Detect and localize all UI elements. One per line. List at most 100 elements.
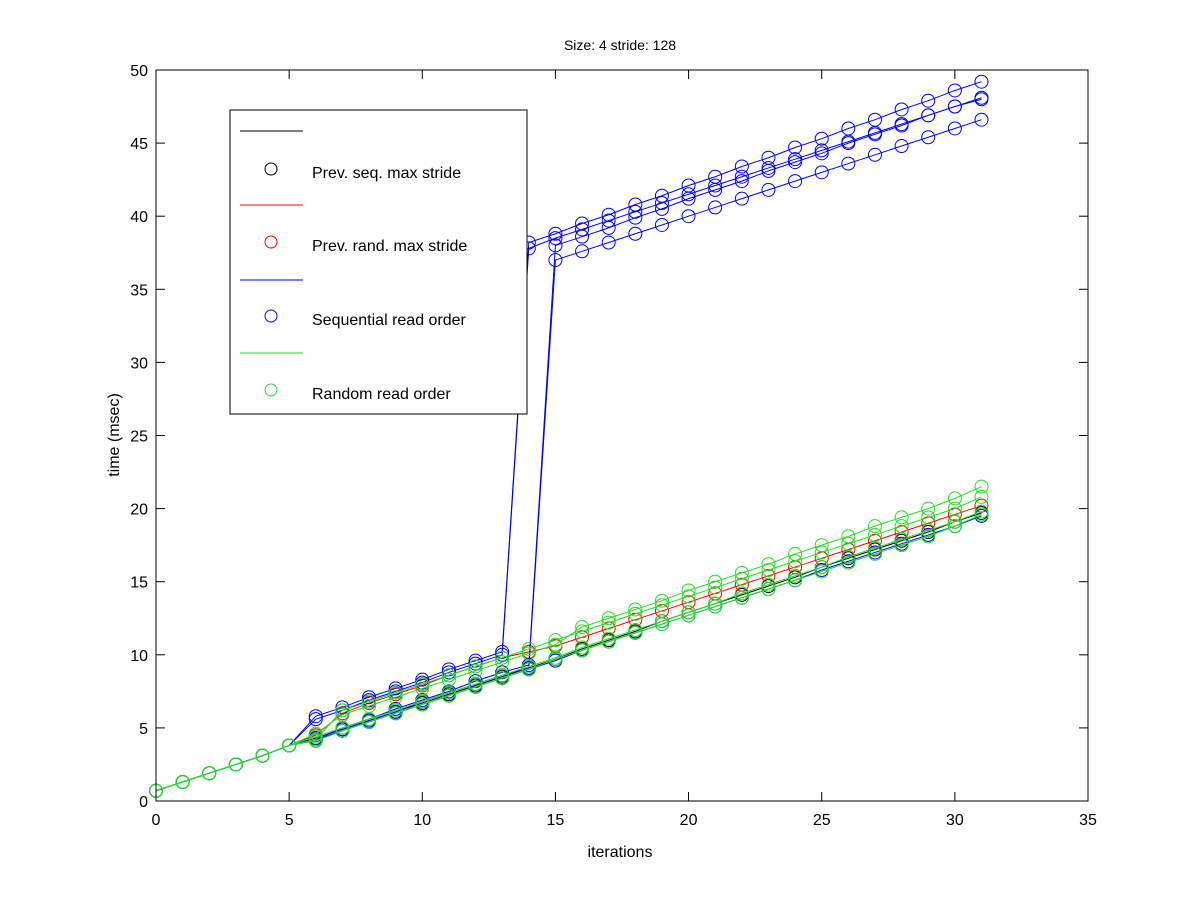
data-point <box>388 681 403 696</box>
data-point <box>175 774 190 789</box>
data-point <box>734 191 749 206</box>
data-point <box>974 479 989 494</box>
y-tick-label: 45 <box>130 136 148 153</box>
x-tick-label: 30 <box>946 812 964 829</box>
data-point <box>947 83 962 98</box>
data-point <box>734 565 749 580</box>
y-tick-label: 15 <box>130 575 148 592</box>
data-point <box>761 557 776 572</box>
data-point <box>947 507 962 522</box>
series-line <box>155 496 982 792</box>
x-tick-label: 15 <box>547 812 565 829</box>
data-point <box>628 204 643 219</box>
data-point <box>814 131 829 146</box>
legend-label: Random read order <box>312 386 451 403</box>
data-point <box>867 546 882 561</box>
data-point <box>974 112 989 127</box>
data-point <box>761 160 776 175</box>
data-point <box>575 620 590 635</box>
data-point <box>335 707 350 722</box>
data-point <box>548 637 563 652</box>
data-point <box>575 643 590 658</box>
data-point <box>654 598 669 613</box>
data-point <box>202 766 217 781</box>
data-point <box>841 555 856 570</box>
legend: Prev. seq. max stride Prev. rand. max str… <box>229 109 528 415</box>
data-point <box>654 196 669 211</box>
data-point <box>415 672 430 687</box>
y-axis-label: time (msec) <box>106 393 123 477</box>
data-point <box>495 665 510 680</box>
data-point <box>841 529 856 544</box>
axis-ticks: 0 5 10 15 20 25 30 35 0 5 10 15 20 25 30 35 40 45 50 <box>130 63 1097 829</box>
legend-label: Sequential read order <box>312 312 467 329</box>
data-point <box>415 677 430 692</box>
data-point <box>867 112 882 127</box>
data-point <box>947 519 962 534</box>
data-point <box>681 589 696 604</box>
data-point <box>788 568 803 583</box>
data-point <box>708 596 723 611</box>
y-tick-label: 25 <box>130 429 148 446</box>
data-point <box>894 118 909 133</box>
data-point <box>894 102 909 117</box>
data-point <box>921 529 936 544</box>
data-point <box>814 146 829 161</box>
data-point <box>628 602 643 617</box>
data-point <box>308 734 323 749</box>
data-point <box>548 652 563 667</box>
x-tick-label: 0 <box>152 812 161 829</box>
data-point <box>734 590 749 605</box>
series-prev-seq-max-stride <box>149 505 989 798</box>
series-layer <box>149 74 989 798</box>
data-point <box>335 703 350 718</box>
data-point <box>734 586 749 601</box>
data-point <box>548 253 563 268</box>
series-prev-rand-max-stride <box>149 498 989 798</box>
data-point <box>761 577 776 592</box>
data-point <box>974 507 989 522</box>
data-point <box>308 726 323 741</box>
data-point <box>867 519 882 534</box>
data-point <box>841 136 856 151</box>
data-point <box>601 213 616 228</box>
data-point <box>788 573 803 588</box>
data-point <box>335 700 350 715</box>
data-point <box>867 127 882 142</box>
data-point <box>814 564 829 579</box>
x-tick-label: 35 <box>1079 812 1097 829</box>
legend-box <box>229 109 528 415</box>
data-point <box>974 498 989 513</box>
data-point <box>362 694 377 709</box>
data-point <box>841 549 856 564</box>
data-point <box>814 538 829 553</box>
data-point <box>681 605 696 620</box>
data-point <box>867 541 882 556</box>
data-point <box>761 182 776 197</box>
data-point <box>628 625 643 640</box>
series-line <box>155 486 982 792</box>
data-point <box>362 698 377 713</box>
data-point <box>867 147 882 162</box>
x-tick-label: 10 <box>413 812 431 829</box>
data-point <box>681 209 696 224</box>
data-point <box>654 593 669 608</box>
data-point <box>894 532 909 547</box>
data-point <box>734 169 749 184</box>
data-point <box>894 510 909 525</box>
data-point <box>495 650 510 665</box>
data-point <box>708 178 723 193</box>
data-point <box>894 538 909 553</box>
data-point <box>388 706 403 721</box>
y-tick-label: 40 <box>130 209 148 226</box>
data-point <box>921 93 936 108</box>
data-point <box>415 681 430 696</box>
data-point <box>468 659 483 674</box>
data-point <box>521 662 536 677</box>
data-point <box>734 174 749 189</box>
data-point <box>681 187 696 202</box>
data-point <box>788 546 803 561</box>
data-point <box>974 74 989 89</box>
data-point <box>548 238 563 253</box>
